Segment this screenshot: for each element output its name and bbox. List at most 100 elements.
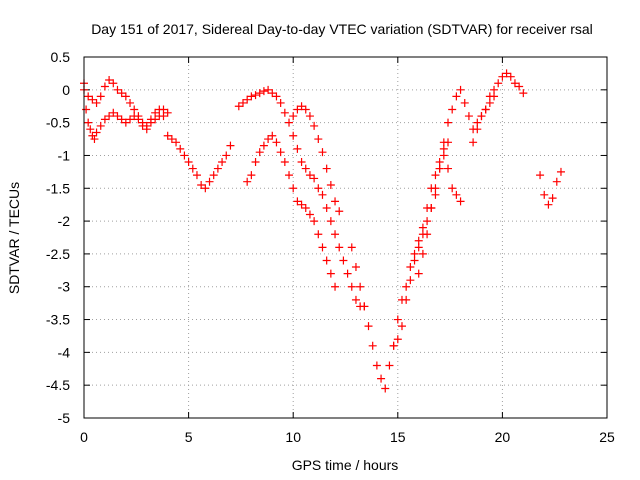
data-point	[197, 180, 206, 189]
data-point	[201, 184, 210, 193]
data-point	[305, 112, 314, 121]
data-point	[289, 112, 298, 121]
series-8	[414, 69, 528, 278]
data-point	[176, 144, 185, 153]
y-tick-label: -3	[58, 279, 71, 295]
data-point	[326, 269, 335, 278]
data-point	[322, 164, 331, 173]
y-tick-label: -1	[58, 147, 71, 163]
data-point	[96, 121, 105, 130]
data-point	[360, 302, 369, 311]
data-point	[444, 118, 453, 127]
data-point	[318, 148, 327, 157]
data-point	[331, 197, 340, 206]
data-point	[460, 98, 469, 107]
series-4	[243, 131, 340, 291]
data-point	[247, 92, 256, 101]
data-point	[485, 98, 494, 107]
data-point	[510, 79, 519, 88]
data-point	[456, 85, 465, 94]
data-point	[289, 131, 298, 140]
data-point	[209, 171, 218, 180]
data-point	[552, 177, 561, 186]
data-point	[444, 164, 453, 173]
data-point	[109, 108, 118, 117]
data-point	[544, 200, 553, 209]
series-10	[536, 167, 565, 209]
data-point	[318, 243, 327, 252]
data-point	[180, 151, 189, 160]
y-tick-label: 0.5	[51, 49, 71, 65]
data-point	[310, 121, 319, 130]
axis-ticks	[83, 56, 608, 419]
data-point	[84, 118, 93, 127]
y-tick-label: -2.5	[46, 246, 70, 262]
data-point	[556, 167, 565, 176]
y-tick-label: -4.5	[46, 377, 70, 393]
data-point	[251, 91, 260, 100]
data-point	[431, 171, 440, 180]
grid	[84, 57, 607, 418]
data-point	[464, 112, 473, 121]
data-point	[205, 177, 214, 186]
plot-frame	[83, 56, 608, 419]
data-point	[86, 125, 95, 134]
data-point	[293, 105, 302, 114]
data-point	[293, 197, 302, 206]
data-point	[448, 184, 457, 193]
data-point	[96, 92, 105, 101]
data-point	[163, 108, 172, 117]
data-point	[343, 269, 352, 278]
data-point	[251, 158, 260, 167]
data-point	[331, 230, 340, 239]
data-point	[192, 171, 201, 180]
data-point	[100, 115, 109, 124]
data-point	[113, 112, 122, 121]
data-point	[134, 115, 143, 124]
data-point	[226, 141, 235, 150]
data-point	[439, 138, 448, 147]
data-point	[159, 105, 168, 114]
data-point	[238, 98, 247, 107]
data-point	[126, 115, 135, 124]
data-point	[297, 200, 306, 209]
data-point	[126, 98, 135, 107]
data-point	[100, 82, 109, 91]
data-point	[339, 256, 348, 265]
data-point	[494, 79, 503, 88]
data-point	[305, 171, 314, 180]
series-6	[347, 138, 453, 393]
data-point	[293, 144, 302, 153]
data-point	[414, 243, 423, 252]
data-point	[481, 105, 490, 114]
data-point	[435, 164, 444, 173]
x-tick-labels: 0 5 10 15 20 25	[80, 429, 615, 445]
data-point	[506, 72, 515, 81]
y-tick-label: -3.5	[46, 312, 70, 328]
data-point	[431, 184, 440, 193]
data-point	[314, 184, 323, 193]
data-point	[310, 174, 319, 183]
data-point	[247, 171, 256, 180]
data-point	[335, 243, 344, 252]
x-tick-label: 15	[390, 429, 406, 445]
data-point	[473, 125, 482, 134]
data-point	[301, 203, 310, 212]
data-point	[322, 256, 331, 265]
data-point	[452, 92, 461, 101]
x-tick-label: 25	[599, 429, 615, 445]
data-point	[356, 282, 365, 291]
data-point	[297, 102, 306, 111]
data-point	[88, 95, 97, 104]
data-point	[82, 105, 91, 114]
data-point	[272, 92, 281, 101]
data-point	[347, 243, 356, 252]
data-point	[255, 89, 264, 98]
data-point	[280, 158, 289, 167]
data-point	[456, 197, 465, 206]
data-point	[452, 190, 461, 199]
x-tick-label: 0	[80, 429, 88, 445]
data-point	[351, 295, 360, 304]
data-point	[146, 118, 155, 127]
data-point	[318, 190, 327, 199]
